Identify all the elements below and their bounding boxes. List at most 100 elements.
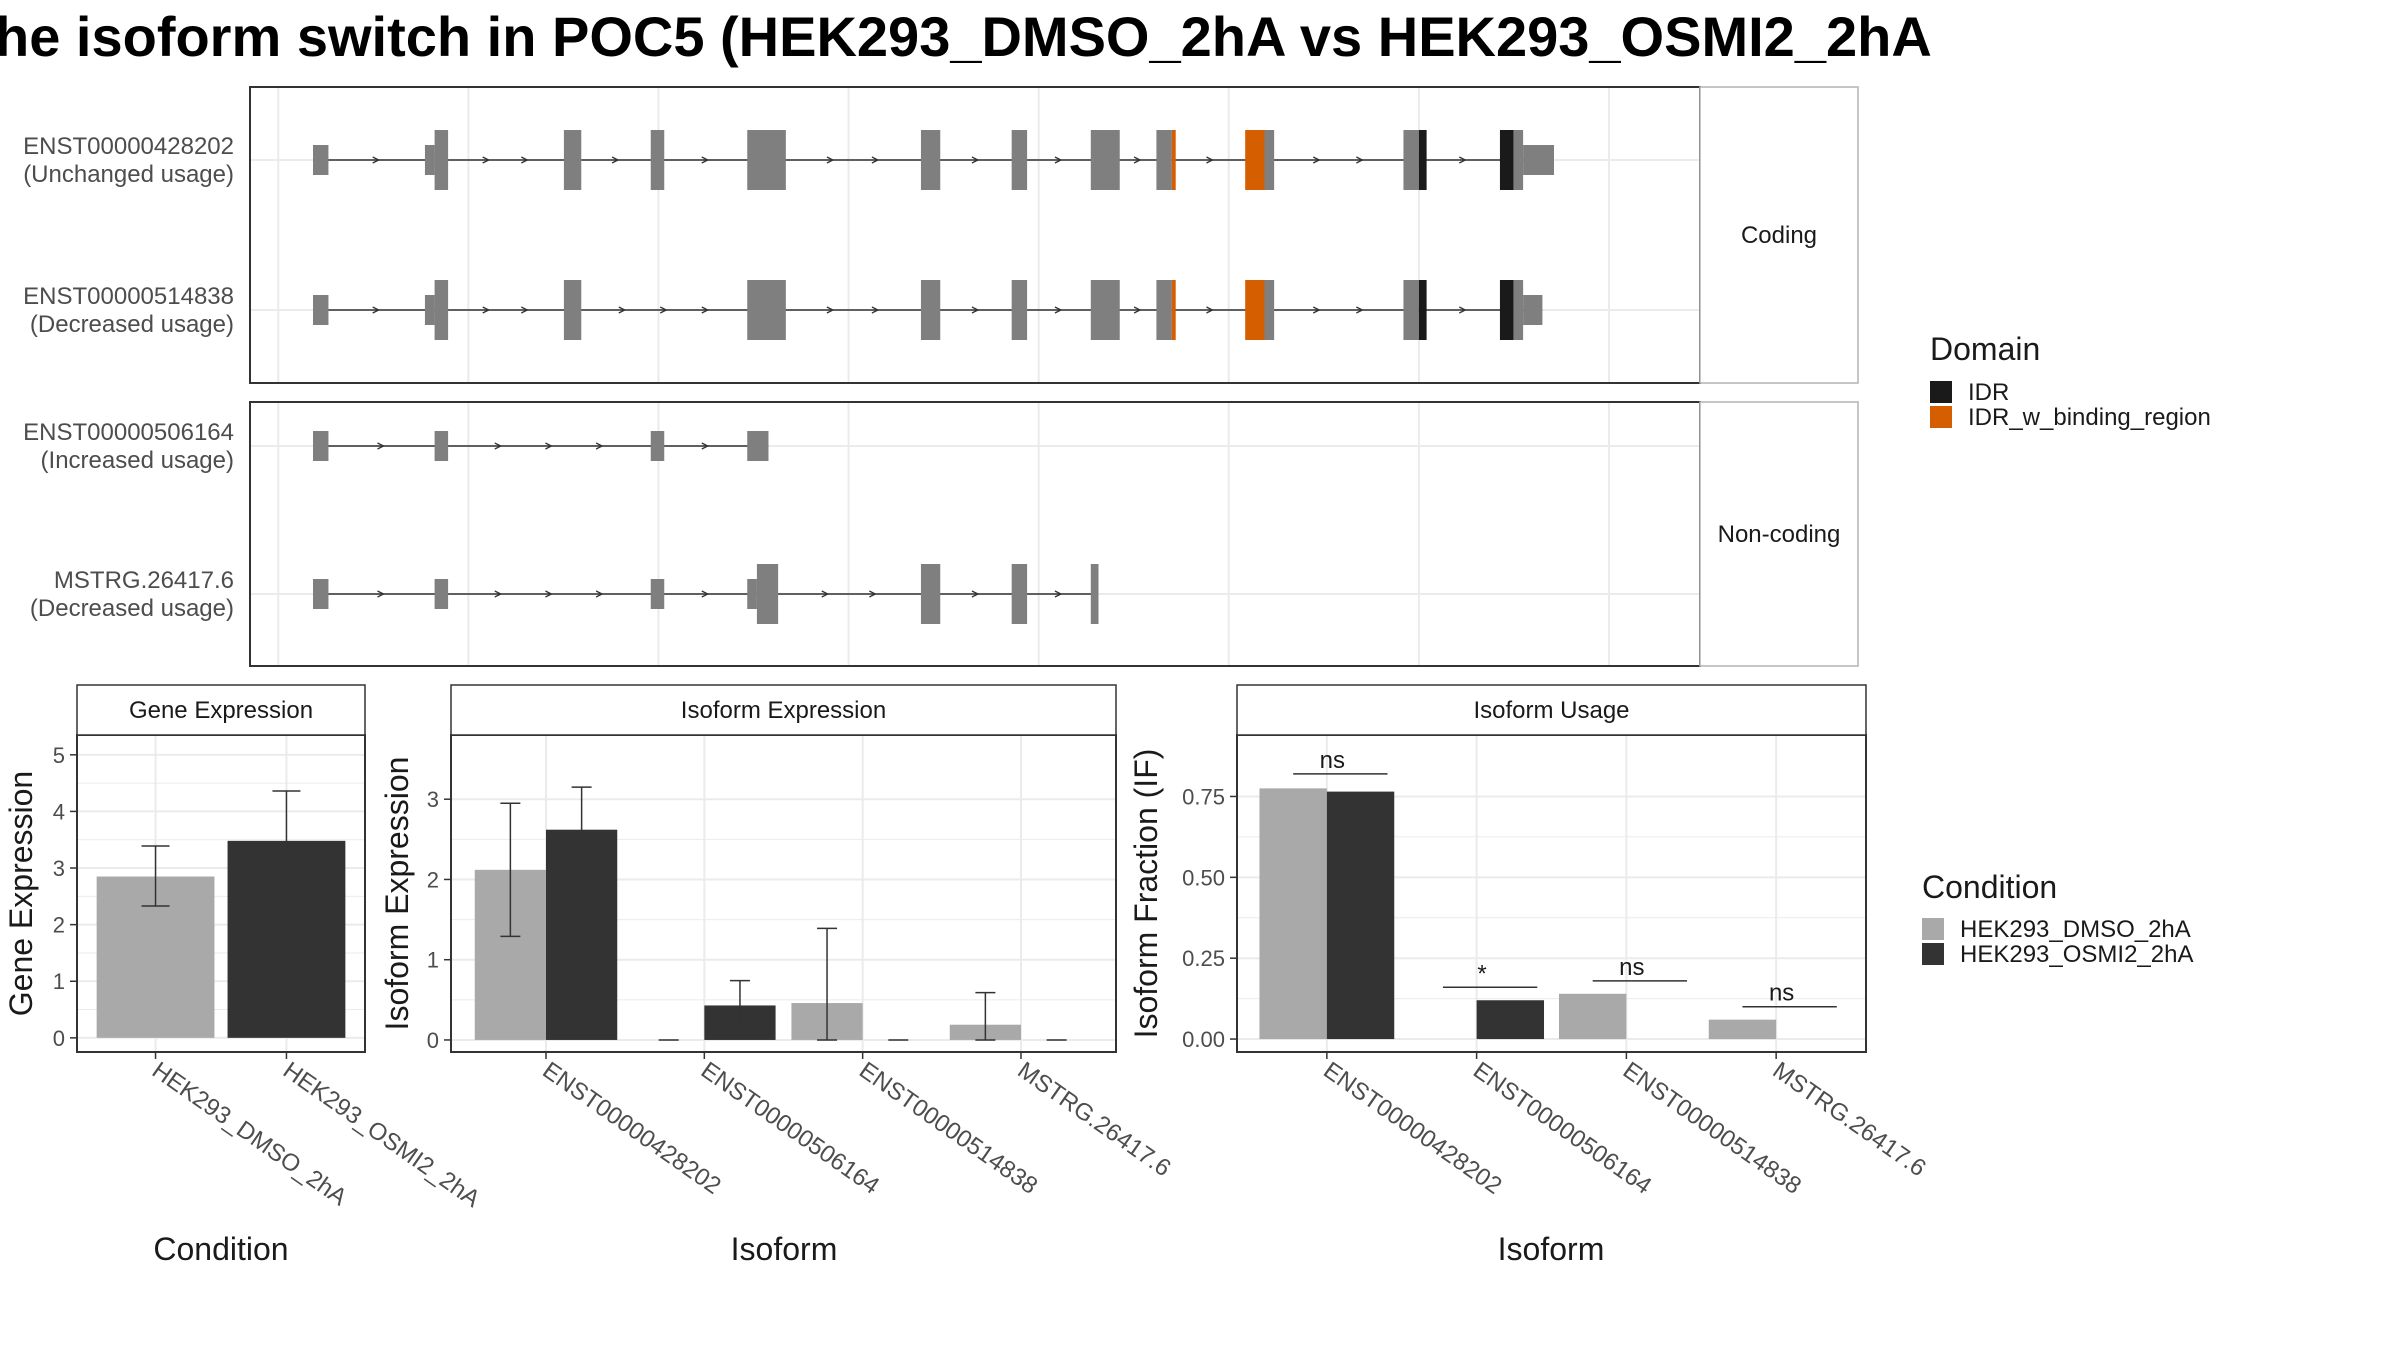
exon-block [1403, 130, 1419, 190]
figure-title: he isoform switch in POC5 (HEK293_DMSO_2… [0, 5, 1932, 68]
exon-block [1403, 280, 1419, 340]
domain-legend-title: Domain [1930, 331, 2040, 367]
facet-strip-label: Coding [1741, 222, 1817, 249]
exon-block [747, 280, 786, 340]
y-tick-label: 3 [427, 787, 439, 812]
y-tick-label: 0.75 [1182, 784, 1225, 809]
exon-block [650, 130, 665, 190]
exon-block [434, 130, 449, 190]
exon-block [1011, 280, 1028, 340]
chart-title: Isoform Usage [1473, 697, 1629, 724]
exon-block [424, 295, 435, 325]
transcript-usage-label: (Unchanged usage) [23, 161, 234, 188]
significance-label: * [1477, 960, 1486, 987]
x-tick-label: MSTRG.26417.6 [1768, 1057, 1931, 1182]
x-axis-title: Isoform [1498, 1231, 1605, 1267]
y-tick-label: 1 [427, 948, 439, 973]
exon-block [920, 280, 941, 340]
exon-block [1513, 130, 1524, 190]
exon-block [747, 431, 769, 461]
intron-arrow [494, 442, 503, 450]
intron-arrow [545, 442, 553, 450]
intron-arrow [521, 306, 529, 314]
intron-arrow [971, 590, 980, 598]
intron-arrow [611, 156, 620, 164]
intron-arrow [659, 306, 668, 314]
exon-block [650, 579, 665, 609]
intron-arrow [1054, 590, 1063, 598]
intron-arrow [701, 442, 710, 450]
transcript-structure-panel: ENST00000428202(Unchanged usage) ENST0000… [23, 86, 1859, 667]
exon-block [1011, 130, 1028, 190]
exon-block [563, 280, 582, 340]
y-axis-title: Gene Expression [3, 771, 39, 1016]
intron-arrow [545, 590, 553, 598]
intron-arrow [1054, 306, 1063, 314]
facet-strip [1699, 401, 1859, 667]
condition-legend-swatch [1922, 918, 1944, 940]
exon-block [1245, 130, 1265, 190]
bar [1708, 1019, 1777, 1040]
intron-arrow [826, 156, 835, 164]
exon-block [1156, 130, 1172, 190]
transcript-usage-label: (Decreased usage) [30, 595, 234, 622]
intron-arrow [377, 442, 385, 450]
domain-legend-label: IDR [1968, 379, 2009, 406]
intron-arrow [372, 156, 381, 164]
intron-arrow [971, 156, 980, 164]
exon-block [434, 280, 449, 340]
condition-legend-label: HEK293_DMSO_2hA [1960, 916, 2191, 943]
domain-legend-swatch [1930, 381, 1952, 403]
exon-block [747, 130, 786, 190]
intron-arrow [1312, 156, 1321, 164]
intron-arrow [595, 442, 604, 450]
intron-arrow [701, 590, 710, 598]
intron-arrow [826, 306, 835, 314]
intron-arrow [1312, 306, 1321, 314]
intron-arrow [701, 306, 710, 314]
significance-label: ns [1320, 747, 1345, 774]
intron-arrow [821, 590, 830, 598]
bar [1558, 993, 1627, 1040]
intron-arrow [701, 156, 710, 164]
y-axis-title: Isoform Fraction (IF) [1128, 749, 1164, 1039]
intron-arrow [1356, 156, 1364, 164]
y-tick-label: 0.00 [1182, 1027, 1225, 1052]
facet-strip-label: Non-coding [1718, 521, 1841, 548]
intron-arrow [1054, 156, 1063, 164]
bar [1259, 788, 1327, 1040]
x-tick-label: MSTRG.26417.6 [1013, 1057, 1176, 1182]
transcript-usage-label: (Increased usage) [41, 447, 234, 474]
exon-block [1090, 564, 1099, 624]
y-axis-title: Isoform Expression [379, 757, 415, 1031]
y-tick-label: 0 [427, 1028, 439, 1053]
intron-arrow [482, 156, 491, 164]
intron-arrow [871, 156, 880, 164]
intron-arrow [1206, 156, 1214, 164]
chart-title: Isoform Expression [681, 697, 886, 724]
exon-block [1090, 130, 1120, 190]
transcript-usage-label: (Decreased usage) [30, 311, 234, 338]
exon-block [756, 564, 779, 624]
exon-block [313, 431, 329, 461]
exon-block [313, 145, 329, 175]
facet-strip [1236, 684, 1867, 736]
transcript-panel-bg [250, 87, 1700, 383]
y-tick-label: 2 [53, 913, 65, 938]
condition-legend-label: HEK293_OSMI2_2hA [1960, 941, 2193, 968]
chart-isoform-expression: Isoform Expression0123ENST00000428202ENS… [379, 684, 1176, 1267]
exon-block [313, 295, 329, 325]
intron-arrow [1133, 306, 1142, 314]
intron-arrow [618, 306, 627, 314]
intron-arrow [494, 590, 503, 598]
condition-legend-title: Condition [1922, 869, 2057, 905]
intron-arrow [595, 590, 604, 598]
exon-block [1499, 130, 1514, 190]
exon-block [650, 431, 665, 461]
facet-strip [1699, 86, 1859, 384]
y-tick-label: 0.50 [1182, 865, 1225, 890]
transcript-id-label: ENST00000506164 [23, 419, 234, 446]
